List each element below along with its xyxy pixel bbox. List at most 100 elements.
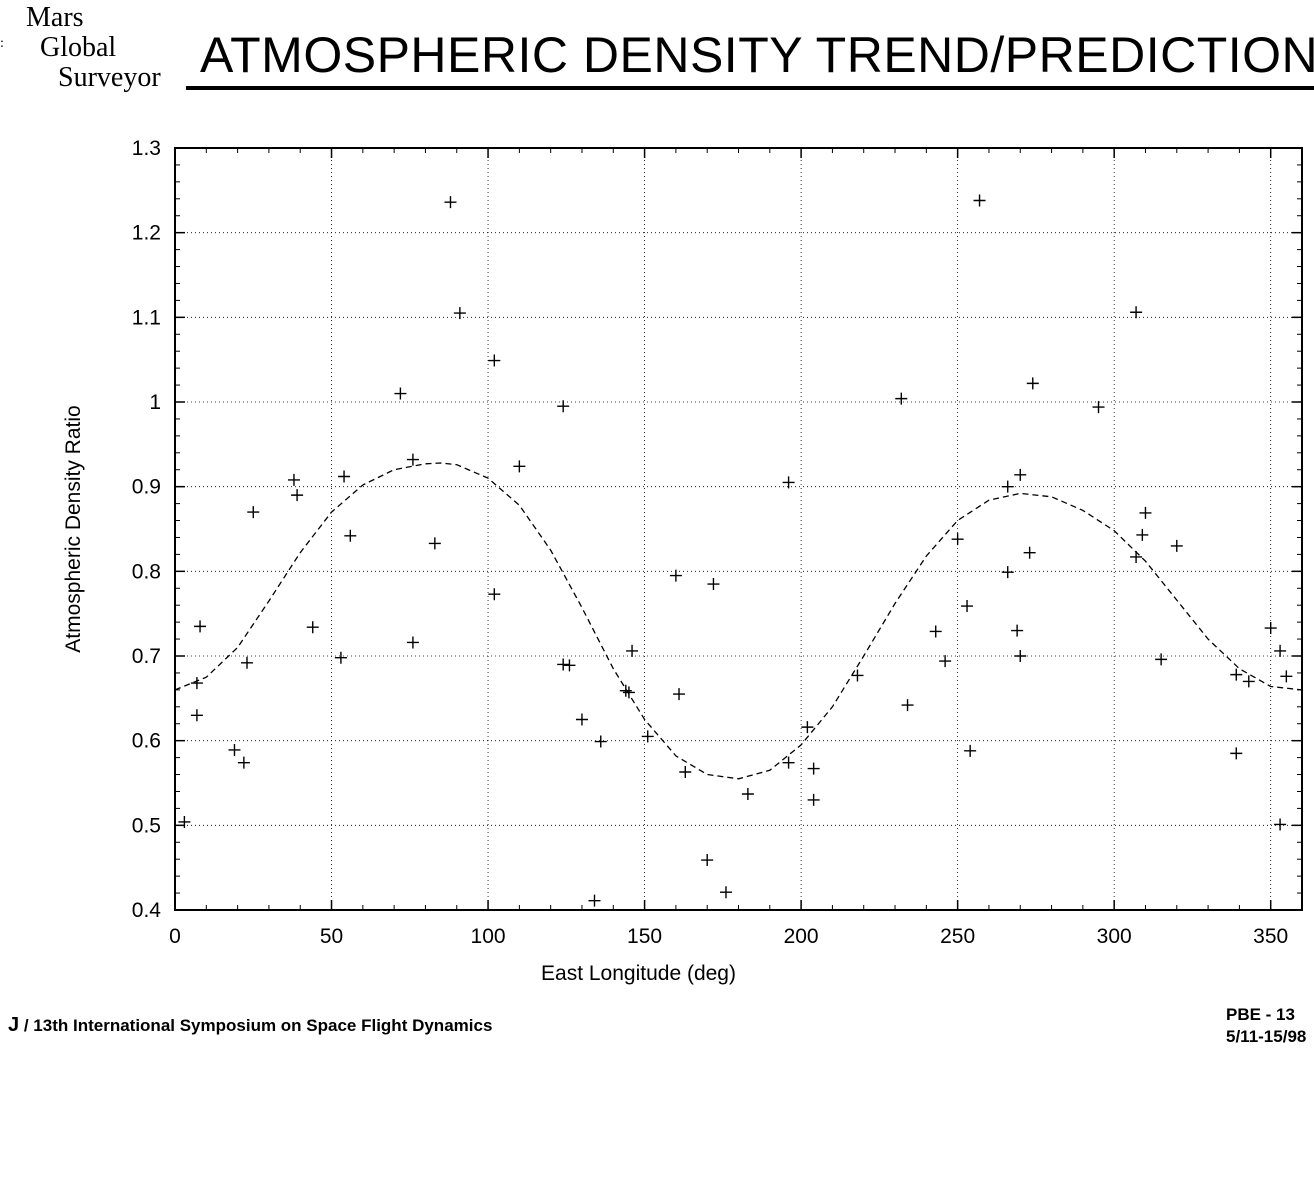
- footer-mark: J: [8, 1014, 20, 1036]
- data-point-marker: [1274, 818, 1287, 831]
- y-tick-label: 1.2: [132, 222, 161, 245]
- data-point-marker: [394, 387, 407, 400]
- x-tick-label: 300: [1097, 925, 1132, 948]
- data-point-marker: [619, 684, 632, 697]
- footer-symposium-text: / 13th International Symposium on Space …: [23, 1016, 493, 1035]
- y-tick-label: 1: [149, 391, 161, 414]
- density-chart: 0 50 100 150 200 250 300 350 0.4 0.5 0.6 0.7 0.8 0.9…: [62, 137, 1303, 985]
- data-point-marker: [338, 470, 351, 483]
- y-axis-label: Atmospheric Density Ratio: [62, 405, 85, 652]
- logo-line-2: Global: [40, 32, 117, 63]
- data-point-marker: [964, 744, 977, 757]
- data-point-marker: [344, 529, 357, 542]
- x-tick-label: 0: [169, 925, 181, 948]
- data-point-marker: [1130, 306, 1143, 319]
- data-point-marker: [594, 735, 607, 748]
- data-point-marker: [228, 743, 241, 756]
- data-point-marker: [622, 686, 635, 699]
- data-point-marker: [557, 658, 570, 671]
- data-point-marker: [741, 788, 754, 801]
- plot-frame: [174, 147, 1303, 911]
- x-tick-label: 350: [1253, 925, 1288, 948]
- data-point-marker: [453, 307, 466, 320]
- data-point-marker: [563, 659, 576, 672]
- data-point-marker: [237, 756, 250, 769]
- data-point-marker: [1130, 550, 1143, 563]
- data-point-marker: [782, 756, 795, 769]
- data-point-marker: [588, 894, 601, 907]
- logo-mark-icon: :: [0, 36, 4, 51]
- tick-marks: [174, 147, 1303, 911]
- data-point-marker: [669, 569, 682, 582]
- data-point-marker: [701, 854, 714, 867]
- footer-ref-line-1: PBE - 13: [1226, 1005, 1295, 1024]
- y-tick-label: 0.9: [132, 476, 161, 499]
- data-point-marker: [929, 625, 942, 638]
- x-tick-label: 50: [320, 925, 343, 948]
- data-point-marker: [951, 533, 964, 546]
- symposium-footer: J / 13th International Symposium on Spac…: [8, 1014, 492, 1037]
- data-point-marker: [1280, 670, 1293, 683]
- title-underline: [186, 86, 1314, 90]
- logo-line-1: Mars: [26, 2, 84, 33]
- data-point-marker: [575, 713, 588, 726]
- data-point-marker: [406, 453, 419, 466]
- data-point-marker: [901, 699, 914, 712]
- page-title: ATMOSPHERIC DENSITY TREND/PREDICTION: [200, 27, 1314, 83]
- y-tick-label: 1.1: [132, 306, 161, 329]
- data-point-marker: [1011, 624, 1024, 637]
- data-point-marker: [719, 886, 732, 899]
- data-point-marker: [626, 644, 639, 657]
- data-point-marker: [241, 656, 254, 669]
- x-tick-label: 250: [940, 925, 975, 948]
- x-tick-labels: 0 50 100 150 200 250 300 350: [169, 925, 1288, 948]
- y-tick-label: 1.3: [132, 137, 161, 160]
- data-point-marker: [641, 730, 654, 743]
- data-point-marker: [1139, 506, 1152, 519]
- data-point-marker: [291, 489, 304, 502]
- y-tick-label: 0.6: [132, 730, 161, 753]
- data-point-marker: [247, 506, 260, 519]
- data-points: [178, 194, 1293, 907]
- data-point-marker: [961, 600, 974, 613]
- data-point-marker: [1170, 539, 1183, 552]
- data-point-marker: [807, 762, 820, 775]
- data-point-marker: [801, 721, 814, 734]
- y-tick-label: 0.4: [132, 899, 162, 922]
- data-point-marker: [1023, 546, 1036, 559]
- data-point-marker: [1230, 668, 1243, 681]
- data-point-marker: [1014, 468, 1027, 481]
- footer-reference: PBE - 13 5/11-15/98: [1226, 1004, 1306, 1048]
- data-point-marker: [488, 354, 501, 367]
- data-point-marker: [673, 688, 686, 701]
- data-point-marker: [1136, 528, 1149, 541]
- mars-global-surveyor-logo: : Mars Global Surveyor: [0, 2, 190, 98]
- data-point-marker: [190, 709, 203, 722]
- y-tick-label: 0.5: [132, 814, 161, 837]
- data-point-marker: [1274, 644, 1287, 657]
- data-point-marker: [1001, 566, 1014, 579]
- data-point-marker: [406, 636, 419, 649]
- y-tick-label: 0.8: [132, 560, 161, 583]
- logo-line-3: Surveyor: [58, 62, 161, 93]
- data-point-marker: [1230, 747, 1243, 760]
- data-point-marker: [334, 651, 347, 664]
- data-point-marker: [851, 669, 864, 682]
- y-tick-labels: 0.4 0.5 0.6 0.7 0.8 0.9 1 1.1 1.2 1.3: [132, 137, 162, 922]
- data-point-marker: [190, 677, 203, 690]
- trend-prediction-line: [174, 462, 1303, 780]
- data-point-marker: [178, 815, 191, 828]
- data-point-marker: [679, 765, 692, 778]
- data-point-marker: [1092, 401, 1105, 414]
- data-point-marker: [973, 194, 986, 207]
- data-point-marker: [513, 460, 526, 473]
- footer-ref-line-2: 5/11-15/98: [1226, 1027, 1307, 1046]
- data-point-marker: [1026, 377, 1039, 390]
- data-point-marker: [707, 578, 720, 591]
- data-point-marker: [1014, 650, 1027, 662]
- data-point-marker: [782, 476, 795, 489]
- data-point-marker: [1242, 675, 1255, 688]
- data-point-marker: [807, 793, 820, 806]
- x-axis-label: East Longitude (deg): [541, 962, 736, 985]
- x-tick-label: 150: [627, 925, 662, 948]
